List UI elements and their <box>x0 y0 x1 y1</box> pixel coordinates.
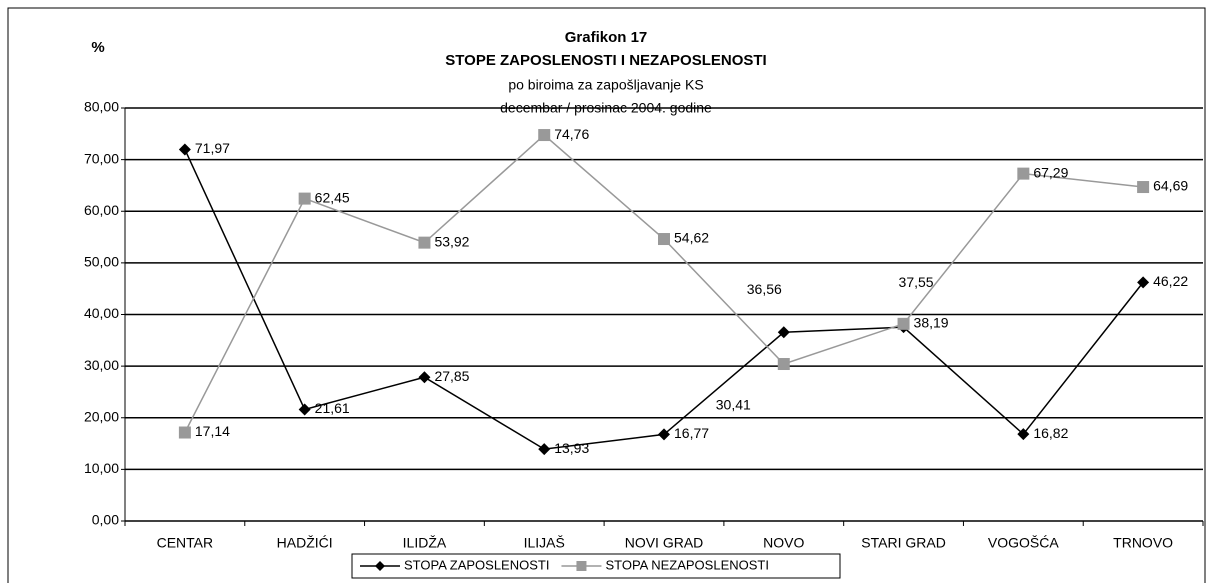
data-point <box>298 403 311 416</box>
data-label: 27,85 <box>434 368 469 384</box>
data-label: 46,22 <box>1153 273 1188 289</box>
data-label: 62,45 <box>315 189 350 205</box>
data-label: 74,76 <box>554 126 589 142</box>
legend-marker <box>576 561 587 571</box>
data-label: 13,93 <box>554 440 589 456</box>
y-tick-label: 0,00 <box>92 512 119 528</box>
data-point <box>658 233 670 246</box>
data-point <box>897 317 910 330</box>
legend-marker <box>375 561 385 571</box>
y-tick-label: 20,00 <box>84 408 119 424</box>
data-point <box>1017 428 1030 441</box>
series-line <box>184 134 1144 433</box>
data-point <box>777 358 790 371</box>
legend-label: STOPA NEZAPOSLENOSTI <box>605 557 769 572</box>
data-point <box>777 326 790 339</box>
data-label: 67,29 <box>1033 164 1068 180</box>
x-tick-label: STARI GRAD <box>861 535 946 551</box>
data-point <box>1137 276 1150 289</box>
data-label: 54,62 <box>674 230 709 246</box>
chart-title: Grafikon 17 <box>565 29 648 46</box>
x-tick-label: NOVO <box>763 535 804 551</box>
x-tick-label: HADŽIĆI <box>277 535 333 551</box>
data-label: 17,14 <box>195 423 230 439</box>
data-label: 71,97 <box>195 140 230 156</box>
chart-frame <box>7 7 1206 583</box>
data-label: 36,56 <box>747 281 782 297</box>
data-point <box>1137 181 1150 194</box>
y-tick-label: 30,00 <box>84 357 119 373</box>
data-label: 16,82 <box>1033 425 1068 441</box>
data-label: 30,41 <box>716 397 751 413</box>
data-point <box>538 129 551 142</box>
y-axis-label: % <box>91 39 104 56</box>
data-label: 53,92 <box>434 233 469 249</box>
chart-subtitle: po biroima za zapošljavanje KS <box>508 77 703 93</box>
data-label: 37,55 <box>899 274 934 290</box>
y-tick-label: 80,00 <box>84 99 119 115</box>
data-point <box>418 236 431 249</box>
x-tick-label: NOVI GRAD <box>625 535 704 551</box>
x-tick-label: TRNOVO <box>1113 535 1173 551</box>
data-point <box>538 443 551 456</box>
data-point <box>658 428 670 441</box>
data-point <box>178 143 191 156</box>
y-tick-label: 70,00 <box>84 150 119 166</box>
y-tick-label: 60,00 <box>84 202 119 218</box>
x-tick-label: ILIDŽA <box>403 535 447 551</box>
y-tick-label: 10,00 <box>84 460 119 476</box>
y-tick-label: 50,00 <box>84 254 119 270</box>
data-point <box>1017 167 1030 180</box>
data-label: 16,77 <box>674 425 709 441</box>
data-point <box>178 426 191 439</box>
data-label: 21,61 <box>315 400 350 416</box>
x-tick-label: CENTAR <box>157 535 214 551</box>
x-tick-label: VOGOŠĆA <box>988 535 1059 551</box>
data-label: 38,19 <box>914 315 949 331</box>
data-point <box>298 192 311 205</box>
y-tick-label: 40,00 <box>84 305 119 321</box>
data-label: 64,69 <box>1153 178 1188 194</box>
chart-subtitle: STOPE ZAPOSLENOSTI I NEZAPOSLENOSTI <box>445 52 766 69</box>
legend-label: STOPA ZAPOSLENOSTI <box>404 557 549 572</box>
data-point <box>418 371 431 384</box>
x-tick-label: ILIJAŠ <box>524 535 565 551</box>
